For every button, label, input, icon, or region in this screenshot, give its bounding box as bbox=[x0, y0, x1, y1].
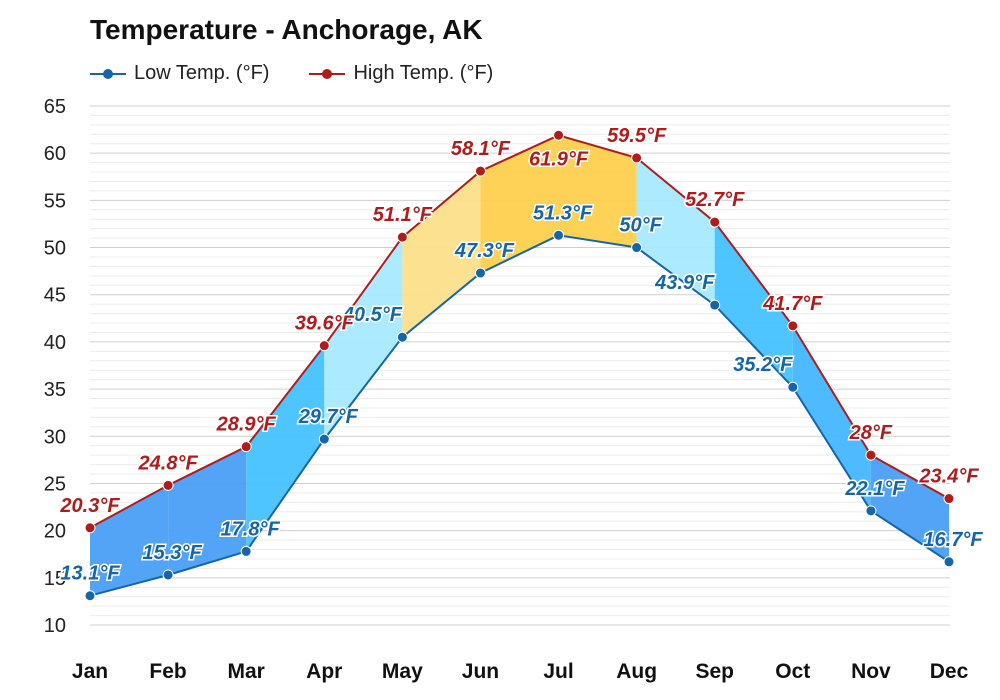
high-temp-label: 28°F bbox=[849, 422, 893, 444]
high-temp-label: 59.5°F bbox=[607, 125, 667, 147]
high-temp-point bbox=[553, 129, 565, 141]
legend-item-high[interactable]: High Temp. (°F) bbox=[309, 62, 493, 85]
high-temp-label: 58.1°F bbox=[451, 138, 511, 160]
range-band bbox=[636, 157, 715, 306]
x-tick-label: Jan bbox=[72, 660, 108, 683]
range-band bbox=[324, 237, 403, 440]
x-tick-label: Mar bbox=[228, 660, 265, 683]
low-temp-label: 47.3°F bbox=[454, 240, 515, 262]
y-tick-label: 30 bbox=[44, 426, 66, 448]
high-temp-label: 51.1°F bbox=[373, 204, 433, 226]
high-temp-line bbox=[89, 134, 950, 529]
low-temp-label: 40.5°F bbox=[342, 304, 403, 326]
legend-swatch-low bbox=[90, 67, 126, 81]
low-temp-point bbox=[553, 229, 565, 241]
high-temp-point bbox=[84, 522, 96, 534]
y-tick-label: 60 bbox=[44, 143, 66, 165]
y-tick-label: 35 bbox=[44, 379, 66, 401]
low-temp-label: 29.7°F bbox=[298, 406, 359, 428]
range-band bbox=[90, 485, 169, 596]
low-temp-label: 15.3°F bbox=[143, 542, 203, 564]
high-temp-point bbox=[240, 441, 252, 453]
range-band bbox=[480, 135, 559, 273]
y-tick-label: 15 bbox=[44, 568, 66, 590]
high-temp-point bbox=[396, 231, 408, 243]
y-tick-label: 50 bbox=[44, 238, 66, 260]
range-band bbox=[168, 446, 247, 575]
low-temp-label: 22.1°F bbox=[844, 478, 905, 500]
y-tick-label: 25 bbox=[44, 473, 66, 495]
low-temp-point bbox=[396, 331, 408, 343]
low-temp-label: 13.1°F bbox=[60, 563, 120, 585]
x-tick-label: Sep bbox=[695, 660, 734, 683]
low-temp-label: 17.8°F bbox=[221, 518, 281, 540]
low-temp-label: 51.3°F bbox=[533, 202, 593, 224]
low-temp-label: 16.7°F bbox=[923, 529, 983, 551]
low-temp-point bbox=[474, 267, 486, 279]
high-temp-point bbox=[631, 152, 643, 164]
y-tick-label: 10 bbox=[44, 615, 66, 637]
high-temp-point bbox=[709, 216, 721, 228]
x-tick-label: Oct bbox=[775, 660, 810, 683]
chart-title: Temperature - Anchorage, AK bbox=[90, 14, 483, 45]
high-temp-label: 23.4°F bbox=[918, 466, 979, 488]
x-tick-label: Dec bbox=[930, 660, 969, 683]
range-band bbox=[246, 345, 325, 552]
x-tick-label: Feb bbox=[149, 660, 186, 683]
y-tick-label: 40 bbox=[44, 332, 66, 354]
low-temp-label: 43.9°F bbox=[654, 272, 715, 294]
low-temp-point bbox=[162, 569, 174, 581]
high-temp-label: 41.7°F bbox=[762, 293, 823, 315]
legend-label-low: Low Temp. (°F) bbox=[134, 62, 270, 84]
range-band bbox=[714, 222, 793, 388]
high-temp-label: 39.6°F bbox=[295, 313, 355, 335]
high-temp-point bbox=[943, 493, 955, 505]
high-temp-point bbox=[162, 479, 174, 491]
x-tick-label: Aug bbox=[616, 660, 657, 683]
high-temp-label: 20.3°F bbox=[59, 495, 120, 517]
y-tick-label: 20 bbox=[44, 521, 66, 543]
range-band bbox=[558, 135, 637, 248]
high-temp-point bbox=[787, 320, 799, 332]
low-temp-point bbox=[631, 242, 643, 254]
high-temp-point bbox=[865, 449, 877, 461]
legend-label-high: High Temp. (°F) bbox=[353, 62, 494, 84]
range-band bbox=[792, 325, 871, 511]
y-tick-label: 45 bbox=[44, 285, 66, 307]
high-temp-label: 61.9°F bbox=[529, 148, 589, 170]
x-tick-label: Nov bbox=[851, 660, 891, 683]
low-temp-point bbox=[865, 505, 877, 517]
low-temp-point bbox=[709, 299, 721, 311]
range-band bbox=[870, 455, 949, 562]
y-tick-label: 55 bbox=[44, 190, 66, 212]
low-temp-label: 50°F bbox=[619, 215, 662, 237]
x-tick-label: May bbox=[382, 660, 423, 683]
x-tick-label: Jul bbox=[543, 660, 573, 683]
high-temp-label: 24.8°F bbox=[138, 452, 199, 474]
low-temp-point bbox=[787, 381, 799, 393]
legend-swatch-high bbox=[309, 67, 346, 81]
high-temp-point bbox=[318, 340, 330, 352]
x-tick-label: Apr bbox=[306, 660, 342, 683]
y-tick-label: 65 bbox=[44, 96, 66, 118]
legend[interactable]: Low Temp. (°F) High Temp. (°F) bbox=[90, 62, 493, 85]
high-temp-label: 52.7°F bbox=[685, 189, 745, 211]
range-band bbox=[402, 171, 481, 338]
legend-item-low[interactable]: Low Temp. (°F) bbox=[90, 62, 269, 85]
low-temp-label: 35.2°F bbox=[733, 354, 793, 376]
low-temp-point bbox=[318, 433, 330, 445]
x-tick-label: Jun bbox=[462, 660, 499, 683]
high-temp-point bbox=[474, 165, 486, 177]
low-temp-line bbox=[89, 234, 950, 597]
low-temp-point bbox=[240, 545, 252, 557]
low-temp-point bbox=[943, 556, 955, 568]
low-temp-point bbox=[84, 590, 96, 602]
high-temp-label: 28.9°F bbox=[216, 414, 277, 436]
